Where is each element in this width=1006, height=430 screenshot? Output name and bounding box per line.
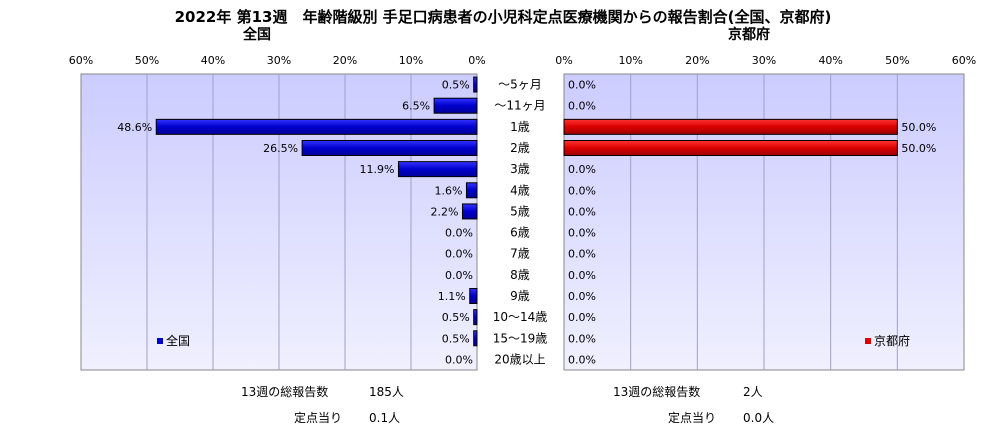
national-bar — [469, 288, 478, 304]
national-tick-label: 20% — [333, 54, 357, 67]
category-labels: 〜5ヶ月〜11ヶ月 1歳 2歳 3歳 4歳 5歳 6歳 7歳 8歳 9歳 10〜14歳 15〜19歳 2… — [493, 78, 548, 367]
category-label: 〜5ヶ月 — [498, 78, 542, 92]
national-bar — [473, 309, 478, 326]
category-label: 3歳 — [510, 162, 530, 176]
kyoto-per-label: 定点当り — [668, 411, 717, 425]
national-data-label: 0.0% — [445, 353, 473, 366]
national-subtitle: 全国 — [243, 27, 271, 43]
kyoto-data-label: 0.0% — [568, 290, 596, 303]
kyoto-data-label: 50.0% — [901, 121, 936, 134]
kyoto-data-label: 0.0% — [568, 248, 596, 261]
national-data-label: 11.9% — [360, 163, 395, 176]
national-tick-label: 60% — [69, 54, 93, 67]
national-bar — [461, 203, 478, 220]
kyoto-bar — [563, 118, 898, 135]
kyoto-tick-label: 60% — [952, 54, 976, 67]
chart-title: 2022年 第13週 年齢階級別 手足口病患者の小児科定点医療機関からの報告割合… — [174, 8, 832, 26]
kyoto-data-label: 0.0% — [568, 311, 596, 324]
national-bar — [473, 76, 478, 93]
kyoto-tick-label: 0% — [555, 54, 572, 67]
category-label: 5歳 — [510, 204, 530, 218]
kyoto-data-label: 0.0% — [568, 100, 596, 113]
kyoto-data-label: 0.0% — [568, 163, 596, 176]
kyoto-data-label: 0.0% — [568, 227, 596, 240]
kyoto-legend-label: 京都府 — [874, 333, 910, 348]
national-tick-label: 10% — [399, 54, 423, 67]
kyoto-subtitle: 京都府 — [728, 27, 770, 43]
category-label: 15〜19歳 — [493, 331, 548, 345]
kyoto-per-value: 0.0人 — [743, 411, 775, 425]
national-bar — [433, 97, 478, 114]
kyoto-tick-label: 50% — [885, 54, 909, 67]
national-bar — [397, 161, 478, 178]
national-bar — [155, 118, 478, 135]
kyoto-data-label: 0.0% — [568, 269, 596, 282]
kyoto-legend-swatch — [865, 338, 871, 344]
national-data-label: 0.0% — [445, 248, 473, 261]
category-label: 4歳 — [510, 183, 530, 197]
national-legend-swatch — [157, 338, 163, 344]
national-bar — [465, 182, 478, 199]
national-data-label: 2.2% — [431, 205, 459, 218]
category-label: 1歳 — [510, 120, 530, 134]
national-per-label: 定点当り — [294, 411, 343, 425]
national-total-value: 185人 — [369, 385, 404, 399]
category-label: 6歳 — [510, 226, 530, 240]
kyoto-data-label: 0.0% — [568, 184, 596, 197]
category-label: 10〜14歳 — [493, 310, 548, 324]
kyoto-tick-label: 20% — [685, 54, 709, 67]
national-total-label: 13週の総報告数 — [241, 385, 329, 399]
kyoto-data-label: 0.0% — [568, 205, 596, 218]
kyoto-tick-label: 30% — [752, 54, 776, 67]
national-bar — [473, 330, 478, 347]
category-label: 20歳以上 — [494, 352, 545, 366]
national-data-label: 0.0% — [445, 227, 473, 240]
national-data-label: 0.5% — [442, 311, 470, 324]
kyoto-data-label: 0.0% — [568, 353, 596, 366]
kyoto-total-value: 2人 — [743, 385, 763, 399]
national-tick-label: 40% — [201, 54, 225, 67]
category-label: 7歳 — [510, 247, 530, 261]
national-data-label: 0.5% — [442, 79, 470, 92]
category-label: 8歳 — [510, 268, 530, 282]
national-tick-label: 30% — [267, 54, 291, 67]
kyoto-tick-label: 40% — [818, 54, 842, 67]
category-label: 9歳 — [510, 289, 530, 303]
category-label: 〜11ヶ月 — [494, 99, 545, 113]
national-plot: 0% 10% 20% 30% 40% 50% 60% 0.5% 6.5% 48.6% 26.5% 11… — [69, 54, 486, 371]
national-data-label: 0.5% — [442, 332, 470, 345]
national-data-label: 1.1% — [438, 290, 466, 303]
national-tick-label: 0% — [468, 54, 485, 67]
kyoto-tick-label: 10% — [618, 54, 642, 67]
kyoto-data-label: 0.0% — [568, 79, 596, 92]
kyoto-bar — [563, 140, 898, 156]
national-data-label: 1.6% — [434, 184, 462, 197]
national-data-label: 48.6% — [117, 121, 152, 134]
national-bar — [301, 140, 478, 156]
national-data-label: 0.0% — [445, 269, 473, 282]
category-label: 2歳 — [510, 141, 530, 155]
kyoto-data-label: 50.0% — [901, 142, 936, 155]
national-legend-label: 全国 — [166, 333, 190, 348]
kyoto-plot: 0% 10% 20% 30% 40% 50% 60% 0.0% 0.0% 50.0% 50.0% 0.… — [555, 54, 976, 371]
kyoto-total-label: 13週の総報告数 — [613, 385, 701, 399]
national-data-label: 26.5% — [263, 142, 298, 155]
national-data-label: 6.5% — [402, 100, 430, 113]
kyoto-data-label: 0.0% — [568, 332, 596, 345]
national-per-value: 0.1人 — [369, 411, 401, 425]
national-tick-label: 50% — [135, 54, 159, 67]
